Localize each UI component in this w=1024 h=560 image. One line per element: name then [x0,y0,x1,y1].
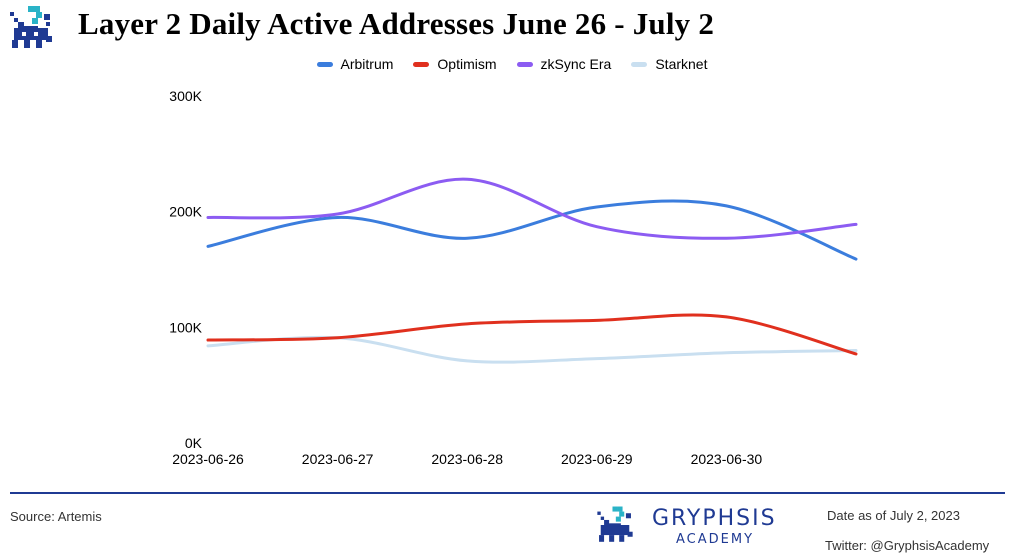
x-tick-label: 2023-06-27 [302,451,374,467]
x-tick-label: 2023-06-28 [431,451,503,467]
legend-swatch-zksync-era [516,61,533,67]
legend-item-optimism[interactable]: Optimism [413,56,497,72]
y-tick-label: 200K [169,204,202,220]
x-tick-label: 2023-06-29 [561,451,633,467]
brand-subtitle: ACADEMY [676,532,755,547]
y-tick-label: 0K [185,435,203,451]
series-line-arbitrum[interactable] [206,199,858,261]
series-line-starknet[interactable] [206,335,858,364]
series-line-zksync-era[interactable] [206,177,858,240]
y-tick-label: 100K [169,319,202,335]
legend-label-optimism: Optimism [437,56,497,72]
chart-title: Layer 2 Daily Active Addresses June 26 -… [78,6,715,41]
legend-label-starknet: Starknet [655,56,708,72]
series-line-optimism[interactable] [206,313,858,356]
y-tick-label: 300K [169,88,202,104]
chart-legend: Arbitrum Optimism zkSync Era Starknet [0,56,1024,72]
brand-name: GRYPHSIS [652,506,777,531]
legend-item-zksync-era[interactable]: zkSync Era [516,56,612,72]
x-tick-label: 2023-06-30 [691,451,763,467]
legend-swatch-starknet [631,61,648,67]
legend-swatch-arbitrum [316,61,333,67]
footer-divider [10,492,1005,494]
legend-swatch-optimism [413,61,430,67]
gryphsis-logo-icon [10,6,52,48]
legend-item-arbitrum[interactable]: Arbitrum [316,56,394,72]
twitter-handle: Twitter: @GryphsisAcademy [825,538,990,553]
legend-label-arbitrum: Arbitrum [340,56,394,72]
legend-item-starknet[interactable]: Starknet [631,56,707,72]
line-chart: 0K 100K 200K 300K 2023-06-26 2023-06-27 2023-0… [169,88,858,467]
legend-label-zksync-era: zkSync Era [540,56,612,72]
date-note: Date as of July 2, 2023 [827,508,960,523]
source-note: Source: Artemis [10,509,102,524]
gryphsis-brand-icon [597,506,633,542]
x-tick-label: 2023-06-26 [172,451,244,467]
